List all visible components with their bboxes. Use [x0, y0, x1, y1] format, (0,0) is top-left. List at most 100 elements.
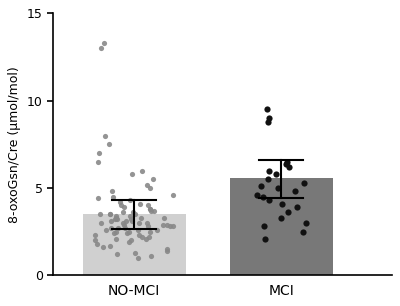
Point — [96, 151, 102, 155]
Point — [148, 254, 154, 259]
Point — [292, 189, 298, 194]
Point — [154, 227, 160, 232]
Point — [170, 224, 176, 229]
Point — [106, 212, 113, 217]
Bar — [83, 214, 186, 275]
Point — [132, 212, 138, 217]
Point — [100, 41, 107, 46]
Point — [110, 194, 116, 199]
Point — [164, 222, 170, 227]
Point — [113, 214, 119, 218]
Point — [138, 234, 145, 239]
Point — [146, 207, 153, 211]
Point — [100, 245, 106, 250]
Point — [300, 180, 307, 185]
Point — [132, 250, 138, 255]
Point — [264, 119, 271, 124]
Point — [139, 168, 145, 173]
Point — [300, 229, 306, 234]
Point — [102, 133, 109, 138]
Point — [114, 217, 120, 222]
Point — [303, 221, 309, 226]
Point — [114, 252, 120, 257]
Point — [135, 227, 141, 232]
Point — [95, 159, 102, 164]
Point — [266, 116, 272, 121]
Point — [103, 227, 109, 232]
Point — [147, 207, 153, 211]
Point — [149, 177, 156, 182]
Point — [126, 229, 132, 234]
Point — [107, 243, 113, 248]
Point — [148, 208, 154, 213]
Point — [127, 238, 134, 243]
Point — [145, 203, 151, 208]
Point — [147, 229, 153, 234]
Point — [147, 185, 153, 190]
Point — [95, 196, 101, 201]
Point — [127, 214, 134, 218]
Point — [97, 221, 104, 226]
Point — [144, 221, 150, 226]
Point — [122, 226, 128, 231]
Point — [135, 256, 142, 260]
Point — [113, 215, 120, 220]
Point — [115, 226, 121, 231]
Y-axis label: 8-oxoGsn/Cre (μmol/mol): 8-oxoGsn/Cre (μmol/mol) — [8, 66, 21, 223]
Point — [98, 46, 104, 51]
Point — [113, 229, 120, 234]
Point — [254, 192, 260, 197]
Point — [164, 247, 170, 252]
Point — [108, 219, 115, 224]
Point — [136, 233, 142, 237]
Point — [160, 222, 166, 227]
Point — [92, 238, 98, 243]
Point — [137, 201, 143, 206]
Point — [279, 201, 286, 206]
Point — [261, 224, 267, 229]
Point — [120, 210, 126, 215]
Point — [145, 224, 152, 229]
Point — [128, 217, 134, 222]
Point — [143, 236, 150, 241]
Point — [123, 219, 130, 224]
Point — [278, 215, 284, 220]
Point — [92, 233, 98, 237]
Point — [130, 210, 136, 215]
Point — [109, 189, 115, 194]
Point — [266, 198, 272, 203]
Point — [97, 212, 103, 217]
Point — [284, 159, 290, 164]
Point — [126, 240, 132, 244]
Point — [124, 231, 130, 236]
Point — [170, 192, 176, 197]
Point — [285, 210, 291, 215]
Point — [111, 231, 118, 236]
Point — [106, 142, 112, 147]
Point — [262, 236, 268, 241]
Point — [264, 107, 270, 112]
Point — [283, 161, 289, 166]
Point — [146, 234, 152, 239]
Point — [273, 172, 280, 177]
Point — [163, 248, 170, 253]
Point — [167, 224, 173, 229]
Point — [265, 177, 271, 182]
Point — [108, 226, 114, 231]
Point — [121, 222, 127, 227]
Point — [266, 168, 272, 173]
Point — [260, 194, 266, 199]
Point — [120, 221, 126, 226]
Point — [143, 182, 150, 187]
Point — [94, 241, 100, 246]
Point — [113, 236, 119, 241]
Point — [129, 172, 135, 177]
Point — [128, 219, 135, 224]
Point — [258, 184, 264, 189]
Point — [116, 200, 123, 204]
Point — [136, 221, 142, 226]
Point — [120, 205, 127, 210]
Point — [161, 215, 167, 220]
Point — [294, 205, 300, 210]
Point — [138, 215, 144, 220]
